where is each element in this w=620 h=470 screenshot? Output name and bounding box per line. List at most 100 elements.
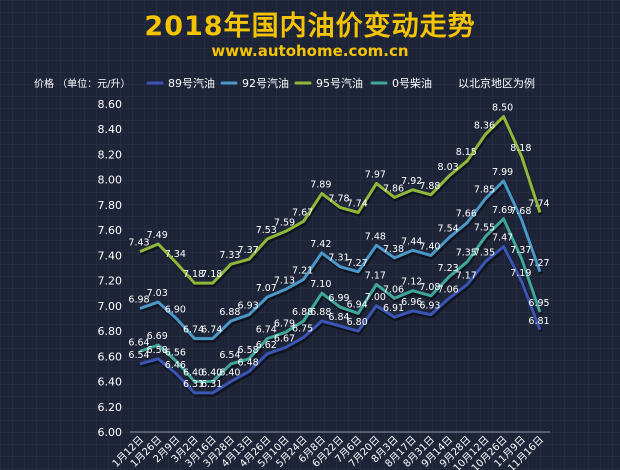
data-label: 7.08: [419, 282, 440, 293]
data-label: 6.96: [401, 297, 422, 308]
data-label: 7.89: [310, 180, 331, 191]
data-label: 7.55: [474, 222, 495, 233]
data-label: 6.54: [219, 350, 240, 361]
data-label: 7.19: [510, 268, 531, 279]
data-label: 7.42: [310, 239, 331, 250]
chart-subtitle: www.autohome.com.cn: [211, 42, 409, 60]
chart-title: 2018年国内油价变动走势: [144, 11, 476, 42]
data-label: 6.40: [201, 368, 222, 379]
data-label: 7.68: [510, 206, 531, 217]
legend-label: 89号汽油: [168, 76, 215, 90]
data-label: 6.74: [256, 325, 277, 336]
data-label: 7.07: [256, 283, 277, 294]
y-axis-label: 价格 （单位：元/升）: [34, 77, 131, 90]
y-tick-label: 8.60: [98, 98, 123, 111]
plot-area: 6.546.586.466.316.316.406.486.626.676.75…: [128, 103, 550, 397]
y-tick-label: 7.80: [98, 199, 123, 212]
data-label: 6.88: [310, 307, 331, 318]
data-label: 6.58: [147, 345, 168, 356]
data-label: 7.18: [201, 269, 222, 280]
data-label: 7.54: [438, 224, 459, 235]
y-tick-label: 8.40: [98, 123, 123, 136]
series-shadow: [140, 115, 543, 288]
data-label: 8.50: [492, 103, 513, 114]
data-label: 7.74: [528, 198, 549, 209]
data-label: 6.31: [201, 379, 222, 390]
series-shadow: [140, 245, 543, 397]
data-label: 7.35: [474, 248, 495, 259]
legend: 89号汽油 92号汽油 95号汽油 0号柴油: [146, 76, 432, 90]
y-axis: 6.00 6.20 6.40 6.60 6.80 7.00 7.20 7.40 7.60 7.80…: [98, 98, 550, 439]
data-label: 7.23: [438, 263, 459, 274]
data-label: 7.38: [383, 244, 404, 255]
series-line: [139, 179, 542, 341]
data-label: 7.27: [347, 258, 368, 269]
data-label: 7.99: [492, 167, 513, 178]
legend-label: 95号汽油: [316, 76, 363, 90]
data-label: 6.40: [183, 368, 204, 379]
legend-label: 0号柴油: [392, 76, 432, 90]
series-line: [139, 217, 542, 383]
y-tick-label: 6.60: [98, 350, 123, 363]
series-shadow: [140, 179, 543, 343]
data-label: 6.90: [165, 304, 186, 315]
data-label: 7.21: [292, 265, 313, 276]
data-label: 7.00: [365, 292, 386, 303]
data-label: 7.47: [492, 233, 513, 244]
data-label: 6.46: [165, 360, 186, 371]
y-tick-label: 6.80: [98, 325, 123, 338]
data-label: 7.10: [310, 279, 331, 290]
data-label: 6.40: [219, 368, 240, 379]
data-label: 7.03: [147, 288, 168, 299]
data-label: 6.98: [128, 294, 149, 305]
data-label: 7.78: [328, 193, 349, 204]
data-label: 7.40: [419, 241, 440, 252]
data-label: 6.56: [165, 347, 186, 358]
data-label: 6.69: [147, 331, 168, 342]
data-label: 7.31: [328, 253, 349, 264]
data-label: 7.34: [165, 249, 186, 260]
series-line: [139, 245, 542, 395]
data-label: 7.92: [401, 176, 422, 187]
data-label: 7.53: [256, 225, 277, 236]
y-tick-label: 7.60: [98, 224, 123, 237]
data-label: 6.88: [292, 307, 313, 318]
data-label: 7.12: [401, 277, 422, 288]
data-label: 6.54: [128, 350, 149, 361]
y-tick-label: 6.20: [98, 401, 123, 414]
data-label: 8.18: [510, 143, 531, 154]
data-label: 6.75: [292, 323, 313, 334]
data-label: 6.64: [128, 337, 149, 348]
data-label: 7.48: [365, 231, 386, 242]
y-tick-label: 7.00: [98, 300, 123, 313]
data-label: 6.79: [274, 318, 295, 329]
data-label: 7.97: [365, 169, 386, 180]
data-label: 6.91: [383, 303, 404, 314]
y-tick-label: 7.40: [98, 249, 123, 262]
data-label: 7.66: [456, 209, 477, 220]
data-label: 6.74: [183, 325, 204, 336]
data-label: 6.48: [238, 357, 259, 368]
data-label: 7.17: [365, 270, 386, 281]
data-label: 7.49: [147, 230, 168, 241]
data-label: 6.58: [238, 345, 259, 356]
data-label: 6.80: [347, 317, 368, 328]
data-label: 6.62: [256, 340, 277, 351]
data-label: 7.37: [238, 245, 259, 256]
data-label: 6.81: [528, 316, 549, 327]
data-label: 7.37: [510, 245, 531, 256]
data-label: 7.67: [292, 207, 313, 218]
data-label: 7.74: [347, 198, 368, 209]
data-label: 6.93: [238, 301, 259, 312]
data-label: 7.18: [183, 269, 204, 280]
data-label: 6.67: [274, 333, 295, 344]
y-tick-label: 8.00: [98, 174, 123, 187]
data-label: 8.03: [438, 162, 459, 173]
x-axis: 1月12日1月26日2月9日3月2日3月16日3月28日4月13日4月26日5月…: [110, 434, 546, 470]
y-tick-label: 8.20: [98, 148, 123, 161]
data-label: 6.88: [219, 307, 240, 318]
data-label: 7.27: [528, 258, 549, 269]
data-label: 7.59: [274, 217, 295, 228]
data-label: 8.36: [474, 120, 495, 131]
y-tick-label: 7.20: [98, 275, 123, 288]
